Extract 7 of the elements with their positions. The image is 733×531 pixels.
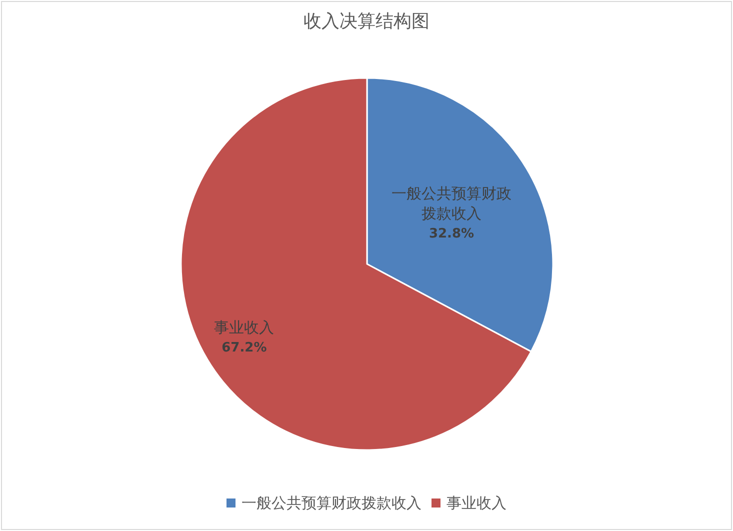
slice-label: 一般公共预算财政拨款收入 (392, 184, 512, 222)
legend-label: 事业收入 (446, 494, 506, 512)
data-label: 67.2% (222, 340, 267, 356)
slice-label: 事业收入 (214, 318, 274, 337)
chart-title: 收入决算结构图 (304, 11, 430, 32)
legend-label: 一般公共预算财政拨款收入 (242, 494, 422, 512)
data-label: 32.8% (428, 226, 474, 242)
